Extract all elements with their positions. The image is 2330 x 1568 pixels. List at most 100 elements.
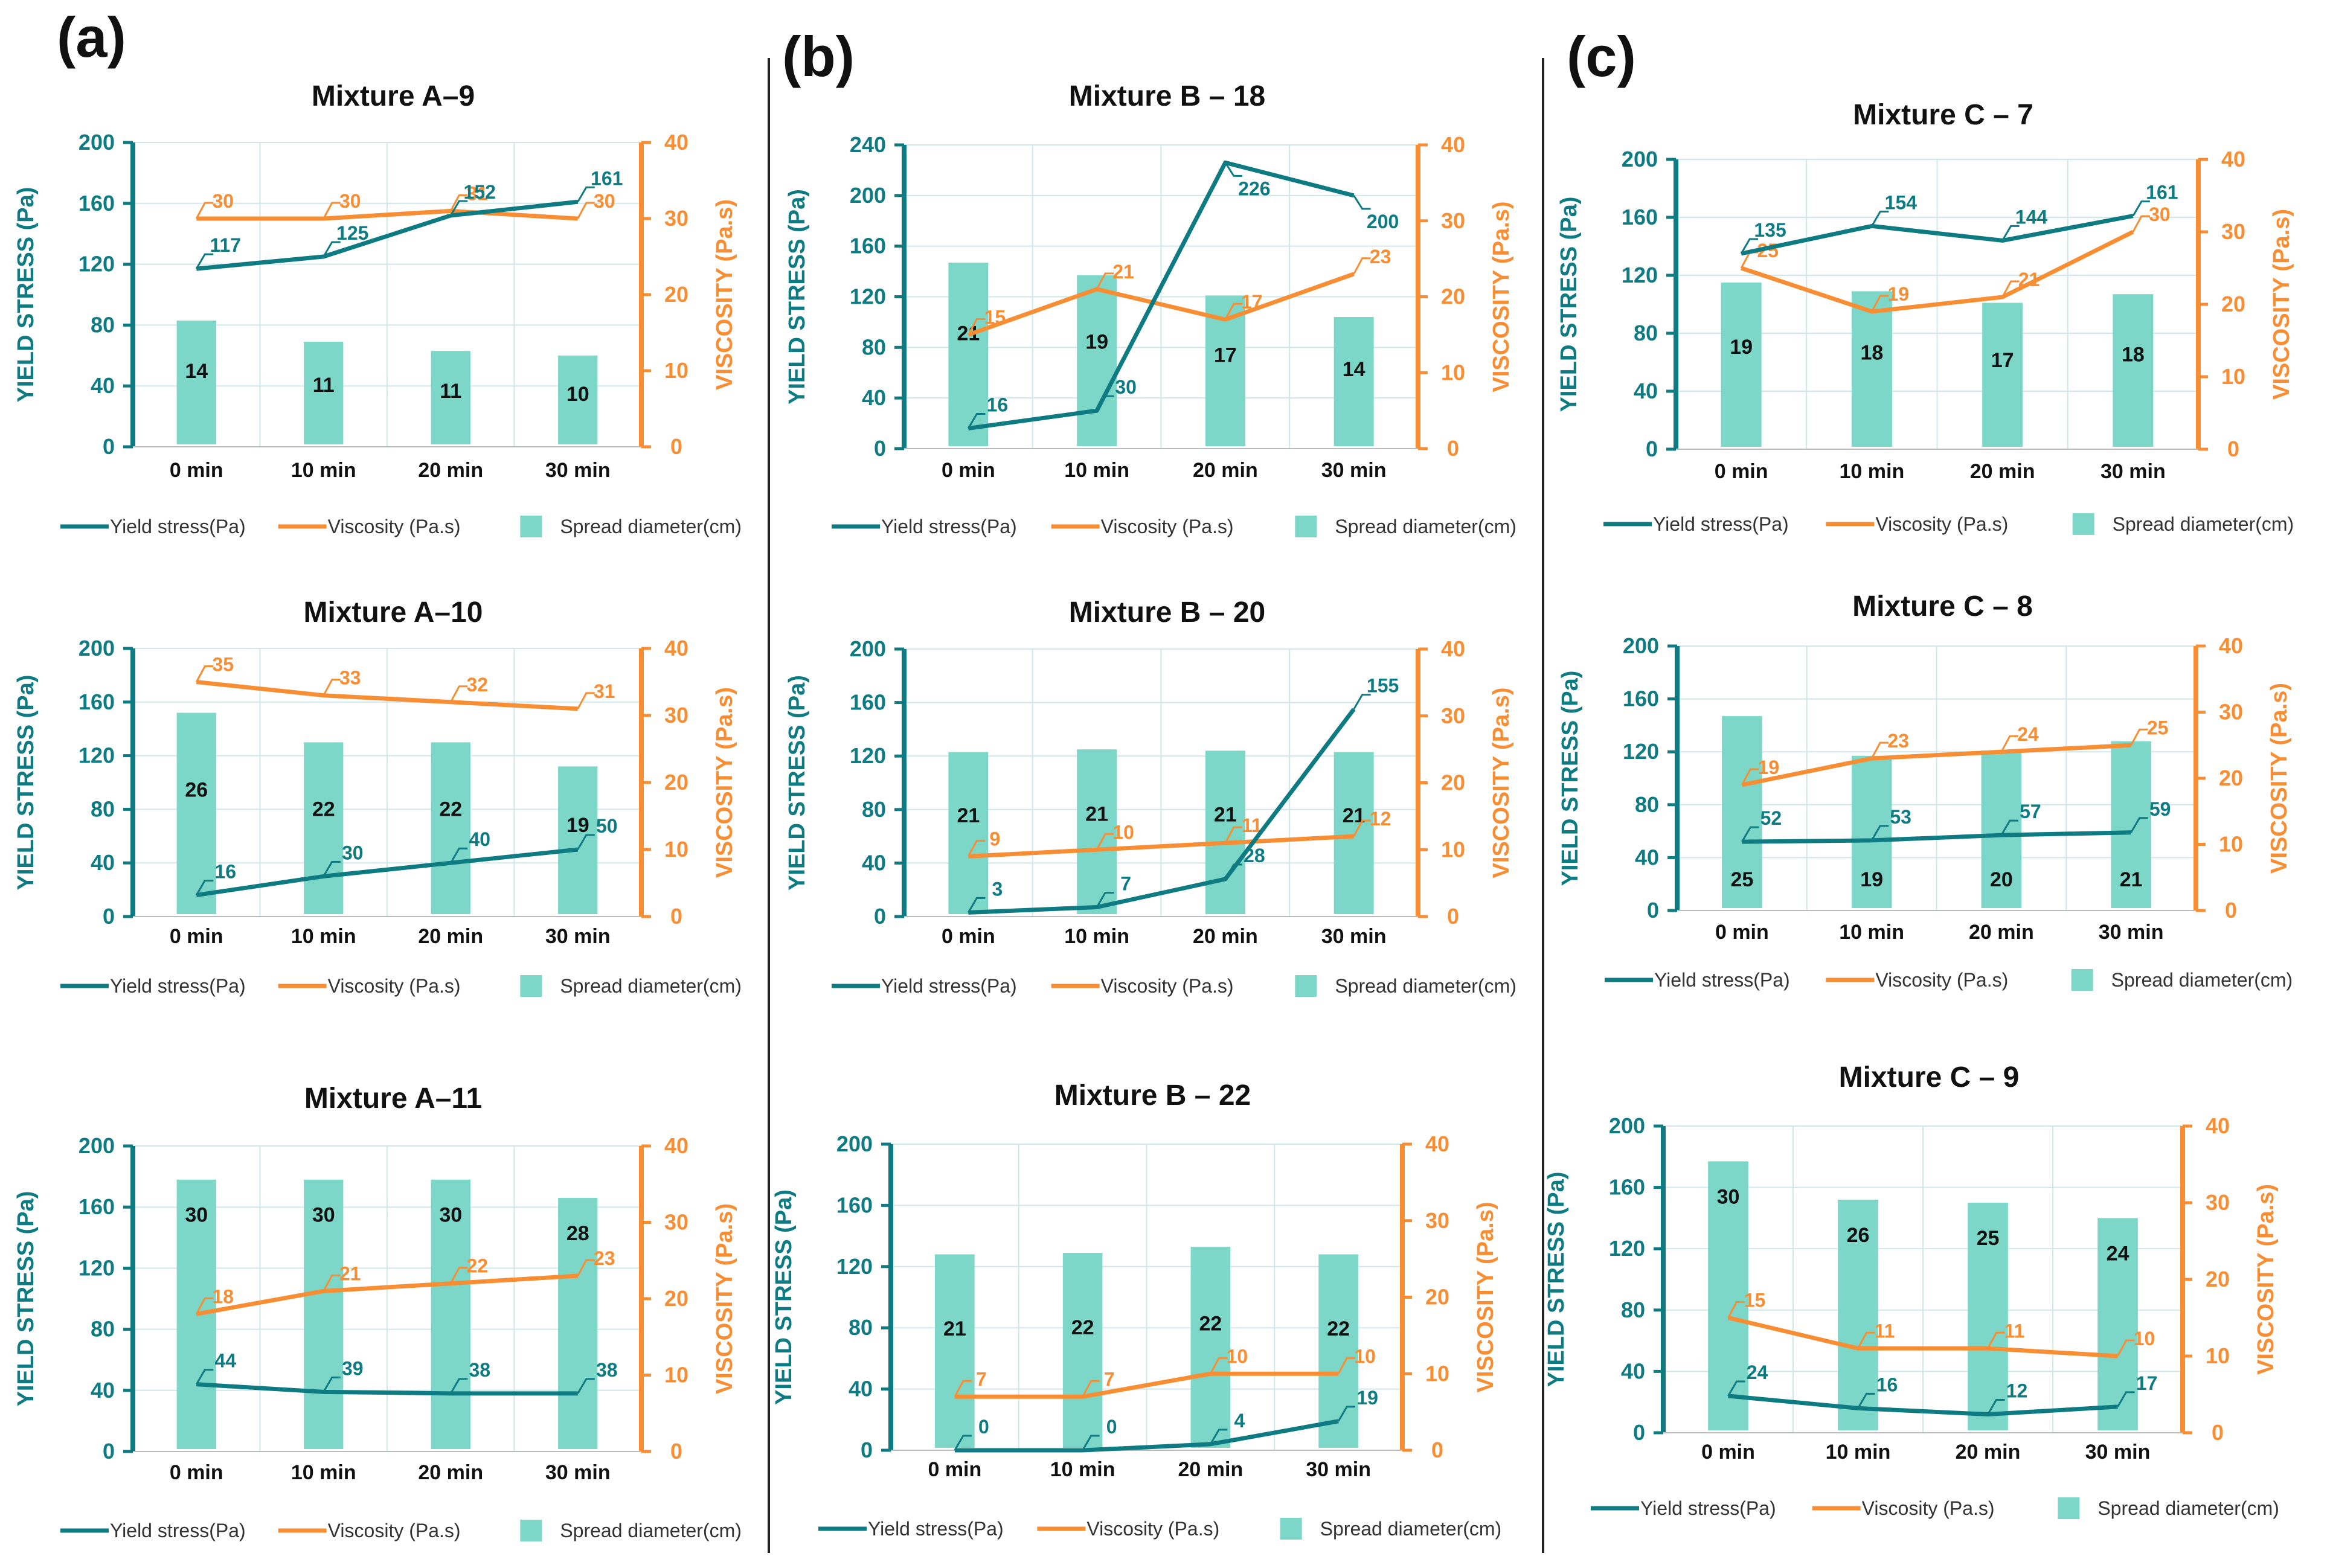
spread-bar (176, 712, 216, 914)
yield-stress-value-label: 16 (987, 394, 1009, 415)
yield-stress-value-label: 135 (1754, 219, 1786, 241)
yield-stress-leader (1740, 238, 1759, 254)
legend-viscosity-label: Viscosity (Pa.s) (328, 1520, 461, 1541)
viscosity-leader (1727, 1301, 1745, 1319)
spread-value-label: 30 (185, 1204, 208, 1227)
viscosity-value-label: 10 (2134, 1328, 2155, 1349)
viscosity-leader (2132, 215, 2150, 232)
chart-title: Mixture B – 22 (1054, 1080, 1251, 1112)
yield-stress-leader (323, 241, 341, 257)
viscosity-value-label: 11 (1875, 1320, 1895, 1342)
y-left-tick-label: 40 (862, 385, 886, 410)
x-category-label: 20 min (418, 1461, 483, 1484)
viscosity-value-label: 30 (594, 190, 615, 212)
spread-bar (558, 1198, 598, 1449)
yield-stress-leader (2132, 200, 2150, 217)
spread-bar (1982, 302, 2023, 447)
y-left-tick-label: 0 (103, 1439, 115, 1464)
legend-viscosity-label: Viscosity (Pa.s) (328, 975, 461, 997)
y-right-tick-label: 10 (664, 837, 688, 862)
y-right-tick-label: 20 (664, 1286, 688, 1311)
viscosity-leader (1082, 1380, 1100, 1397)
yield-stress-leader (449, 847, 468, 863)
legend-yield-stress-label: Yield stress(Pa) (110, 516, 246, 537)
y-left-axis-title: YIELD STRESS (Pa) (1556, 197, 1582, 412)
legend-spread-diameter-swatch (520, 516, 542, 537)
viscosity-leader (1353, 819, 1371, 837)
legend-spread-diameter-swatch (1295, 975, 1317, 997)
spread-value-label: 22 (1199, 1312, 1222, 1335)
spread-value-label: 21 (957, 804, 980, 827)
y-right-axis-title: VISCOSITY (Pa.s) (2269, 209, 2294, 400)
y-left-tick-label: 160 (1623, 686, 1659, 711)
legend-viscosity-label: Viscosity (Pa.s) (1875, 969, 2008, 991)
spread-bar (1851, 755, 1892, 908)
y-right-tick-label: 20 (2221, 292, 2245, 316)
y-right-tick-label: 0 (1431, 1438, 1443, 1462)
yield-stress-value-label: 17 (2136, 1372, 2158, 1394)
y-left-tick-label: 0 (103, 904, 115, 929)
yield-stress-value-label: 226 (1238, 178, 1270, 199)
viscosity-leader (1741, 768, 1759, 786)
y-right-tick-label: 30 (1425, 1208, 1449, 1233)
spread-bar (1077, 275, 1117, 446)
legend-viscosity-label: Viscosity (Pa.s) (1101, 975, 1234, 997)
yield-stress-value-label: 30 (342, 842, 364, 863)
viscosity-value-label: 35 (212, 654, 234, 676)
spread-value-label: 24 (2107, 1242, 2129, 1265)
spread-bar (304, 742, 344, 914)
y-left-tick-label: 40 (91, 373, 115, 398)
y-right-tick-label: 0 (2212, 1420, 2224, 1445)
legend-viscosity-label: Viscosity (Pa.s) (1862, 1497, 1995, 1519)
legend-spread-diameter-label: Spread diameter(cm) (560, 516, 742, 537)
viscosity-value-label: 11 (2004, 1320, 2025, 1342)
yield-stress-value-label: 154 (1885, 191, 1918, 213)
x-category-label: 0 min (1715, 460, 1768, 483)
yield-stress-leader (2000, 819, 2018, 836)
viscosity-leader (2000, 735, 2018, 752)
spread-bar (935, 1254, 975, 1448)
viscosity-value-label: 23 (594, 1247, 615, 1269)
yield-stress-value-label: 38 (469, 1359, 490, 1381)
viscosity-value-label: 19 (1758, 757, 1780, 778)
y-left-tick-label: 120 (850, 284, 886, 309)
spread-bar (1708, 1161, 1748, 1430)
x-category-label: 0 min (1701, 1441, 1755, 1464)
viscosity-leader (1337, 1357, 1356, 1374)
yield-stress-leader (577, 186, 595, 203)
yield-stress-value-label: 16 (214, 860, 236, 882)
viscosity-value-label: 10 (1112, 821, 1134, 843)
spread-bar (1062, 1252, 1103, 1448)
viscosity-line (1727, 1316, 2118, 1358)
spread-bar (1333, 752, 1374, 914)
viscosity-leader (577, 1259, 595, 1276)
x-category-label: 0 min (170, 459, 223, 482)
yield-stress-value-label: 50 (596, 815, 618, 837)
x-category-label: 30 min (2099, 921, 2164, 944)
spread-value-label: 22 (1327, 1317, 1350, 1340)
yield-stress-leader (1870, 825, 1889, 841)
spread-value-label: 19 (566, 814, 589, 837)
spread-value-label: 18 (1860, 341, 1883, 364)
legend-yield-stress-label: Yield stress(Pa) (110, 975, 246, 997)
y-left-tick-label: 80 (1634, 321, 1658, 345)
y-left-tick-label: 120 (836, 1254, 873, 1279)
spread-bar (1838, 1199, 1878, 1430)
legend: Yield stress(Pa) Viscosity (Pa.s) Spread d… (832, 516, 1516, 537)
legend: Yield stress(Pa) Viscosity (Pa.s) Spread d… (1591, 1497, 2279, 1519)
y-left-tick-label: 160 (1622, 205, 1658, 229)
spread-bar (948, 752, 989, 914)
y-left-tick-label: 80 (91, 796, 115, 821)
viscosity-value-label: 24 (2017, 723, 2039, 745)
spread-value-label: 22 (312, 798, 335, 821)
yield-stress-value-label: 57 (2020, 801, 2041, 822)
viscosity-leader (954, 1380, 972, 1397)
viscosity-value-label: 23 (1370, 246, 1391, 267)
y-left-tick-label: 200 (836, 1131, 873, 1156)
viscosity-value-label: 9 (989, 828, 1000, 850)
spread-bar (176, 1179, 216, 1449)
y-right-axis-title: VISCOSITY (Pa.s) (1489, 201, 1514, 392)
viscosity-value-label: 15 (984, 306, 1006, 328)
viscosity-line (196, 680, 578, 711)
y-right-tick-label: 30 (2219, 700, 2243, 725)
